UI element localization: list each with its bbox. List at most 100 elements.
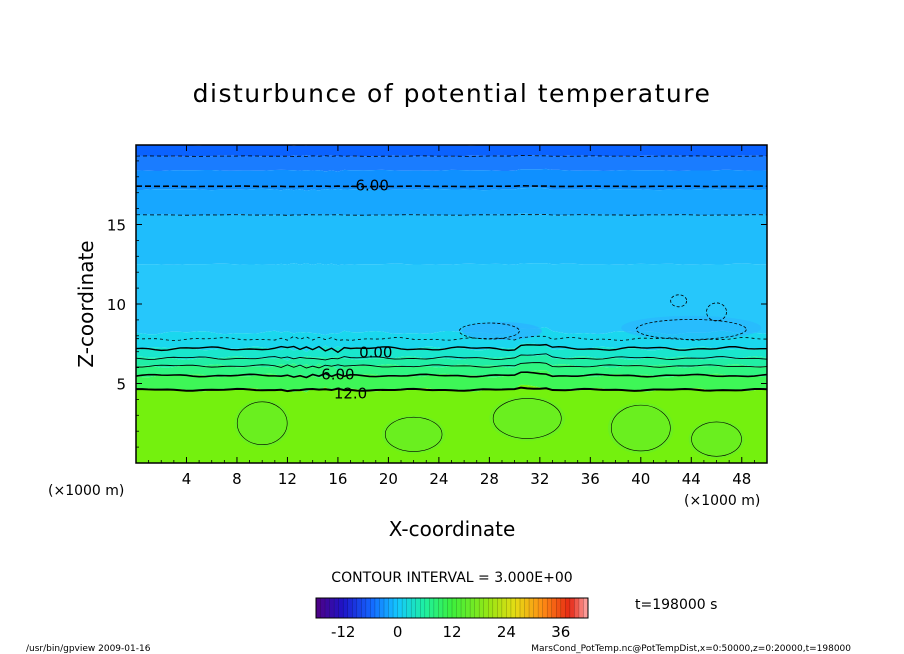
colorbar-cell <box>524 598 530 618</box>
colorbar-cell <box>547 598 553 618</box>
chart-title: disturbunce of potential temperature <box>193 79 712 108</box>
colorbar-cell <box>406 598 412 618</box>
layer-band <box>136 362 767 379</box>
colorbar-cell <box>538 598 543 618</box>
contour-line <box>136 343 767 354</box>
colorbar-cell <box>420 598 426 618</box>
colorbar-cell <box>497 598 503 618</box>
x-tick-label: 8 <box>232 470 242 488</box>
x-unit-left: (×1000 m) <box>48 483 124 499</box>
colorbar-cell <box>361 598 367 618</box>
colorbar-cell <box>533 598 539 618</box>
colorbar-cell <box>452 598 457 618</box>
field-blob <box>688 420 745 459</box>
colorbar-cell <box>347 598 353 618</box>
colorbar-cell <box>325 598 330 618</box>
colorbar-tick-label: -12 <box>331 623 356 641</box>
y-tick-label: 10 <box>107 296 126 314</box>
time-label: t=198000 s <box>635 597 717 613</box>
colorbar-cell <box>583 598 589 618</box>
colorbar-cell <box>542 598 548 618</box>
colorbar-cell <box>433 598 439 618</box>
contour-line <box>136 386 767 393</box>
colorbar-cell <box>474 598 480 618</box>
contour-cell <box>458 322 520 340</box>
colorbar-cell <box>447 598 453 618</box>
contour-cell <box>635 319 747 340</box>
contour-interval: CONTOUR INTERVAL = 3.000E+00 <box>331 570 572 586</box>
colorbar-cell <box>515 598 521 618</box>
colorbar-cell <box>578 598 584 618</box>
x-unit-right: (×1000 m) <box>684 493 760 509</box>
contour-cell <box>384 416 443 452</box>
x-tick-label: 16 <box>328 470 347 488</box>
contour-line <box>136 371 767 379</box>
colorbar-cell <box>556 598 562 618</box>
x-axis-label: X-coordinate <box>389 517 516 541</box>
field-blob <box>607 402 674 454</box>
colorbar-cell <box>470 598 475 618</box>
contour-field <box>136 145 767 463</box>
contour-label: 12.0 <box>334 385 367 403</box>
contour-cell <box>492 398 562 439</box>
colorbar-frame <box>315 597 589 619</box>
colorbar-cell <box>520 598 525 618</box>
layer-band <box>136 213 767 266</box>
layer-band <box>136 263 767 336</box>
colorbar-cell <box>461 598 466 618</box>
colorbar-cell <box>479 598 485 618</box>
y-tick-label: 15 <box>107 217 126 235</box>
colorbar-cell <box>506 598 512 618</box>
colorbar-cell <box>465 598 471 618</box>
y-axis-label: Z-coordinate <box>74 240 98 367</box>
contour-line <box>136 155 767 157</box>
contour-cell <box>236 401 288 446</box>
contour-cell <box>670 294 688 308</box>
contour-label: -6.00 <box>350 176 389 194</box>
colorbar-cell <box>320 598 326 618</box>
colorbar <box>315 598 589 618</box>
colorbar-cell <box>492 598 498 618</box>
x-axis-ticks: 4 8 12 16 20 24 28 32 36 40 44 48 <box>148 145 755 488</box>
colorbar-cell <box>365 598 371 618</box>
colorbar-cell <box>329 598 335 618</box>
colorbar-cell <box>574 598 580 618</box>
layer-band <box>136 155 767 172</box>
field-blob <box>382 415 446 454</box>
colorbar-cell <box>529 598 534 618</box>
colorbar-cell <box>356 598 362 618</box>
field-blob <box>489 396 566 441</box>
x-tick-label: 12 <box>278 470 297 488</box>
contour-line <box>136 184 767 188</box>
contour-label: 6.00 <box>321 366 354 384</box>
colorbar-cell <box>438 598 444 618</box>
colorbar-cell <box>343 598 349 618</box>
layer-band <box>136 145 767 157</box>
contour-line <box>136 353 767 361</box>
x-tick-label: 32 <box>530 470 549 488</box>
contour-cell <box>691 421 742 457</box>
layer-band <box>136 187 767 216</box>
x-tick-label: 28 <box>480 470 499 488</box>
colorbar-cell <box>456 598 462 618</box>
colorbar-cell <box>501 598 507 618</box>
colorbar-cell <box>393 598 398 618</box>
colorbar-cell <box>402 598 407 618</box>
contour-lines <box>136 155 767 457</box>
colorbar-cell <box>316 598 321 618</box>
colorbar-ticks: -12 0 12 24 36 <box>331 623 570 641</box>
footer-left: /usr/bin/gpview 2009-01-16 <box>26 644 151 654</box>
colorbar-cell <box>379 598 385 618</box>
colorbar-cell <box>384 598 389 618</box>
colorbar-cell <box>424 598 430 618</box>
x-tick-label: 44 <box>682 470 701 488</box>
colorbar-cell <box>370 598 376 618</box>
colorbar-cell <box>565 598 571 618</box>
colorbar-tick-label: 36 <box>551 623 570 641</box>
x-tick-label: 24 <box>429 470 448 488</box>
footer-right: MarsCond_PotTemp.nc@PotTempDist,x=0:5000… <box>531 644 851 654</box>
layer-band <box>136 384 767 463</box>
contour-label: 0.00 <box>359 343 392 361</box>
colorbar-cell <box>442 598 448 618</box>
y-tick-label: 5 <box>116 376 126 394</box>
